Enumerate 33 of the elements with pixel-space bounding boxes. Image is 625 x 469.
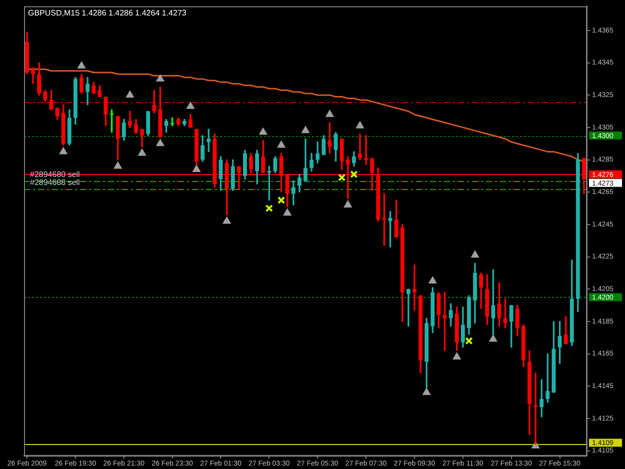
candlestick (364, 135, 368, 165)
point (192, 164, 200, 172)
point (344, 200, 352, 208)
point (277, 196, 286, 204)
point (186, 102, 194, 109)
point (326, 110, 334, 118)
candlestick (534, 372, 538, 445)
chart-title: GBPUSD,M15 1.4286 1.4286 1.4264 1.4273 (28, 8, 187, 18)
point (452, 352, 461, 360)
point (222, 216, 231, 224)
point (350, 170, 358, 178)
point (59, 147, 68, 154)
point (489, 334, 498, 342)
point (126, 90, 134, 98)
point (277, 140, 286, 148)
point (156, 74, 164, 82)
point (302, 126, 310, 134)
point (156, 139, 164, 146)
point (114, 162, 122, 169)
point (265, 204, 274, 212)
candlestick (412, 264, 416, 310)
point (283, 208, 292, 216)
point (78, 62, 86, 69)
point (428, 276, 437, 284)
point (356, 121, 364, 128)
point (138, 148, 146, 156)
candlestick (358, 134, 362, 160)
ref-line-label: #2894688 sell (30, 178, 80, 188)
point (465, 336, 473, 345)
point (422, 388, 431, 396)
point (338, 174, 346, 182)
point (259, 128, 268, 135)
point (471, 250, 479, 258)
